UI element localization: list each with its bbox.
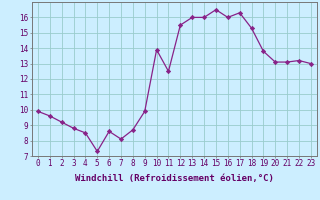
X-axis label: Windchill (Refroidissement éolien,°C): Windchill (Refroidissement éolien,°C) (75, 174, 274, 183)
